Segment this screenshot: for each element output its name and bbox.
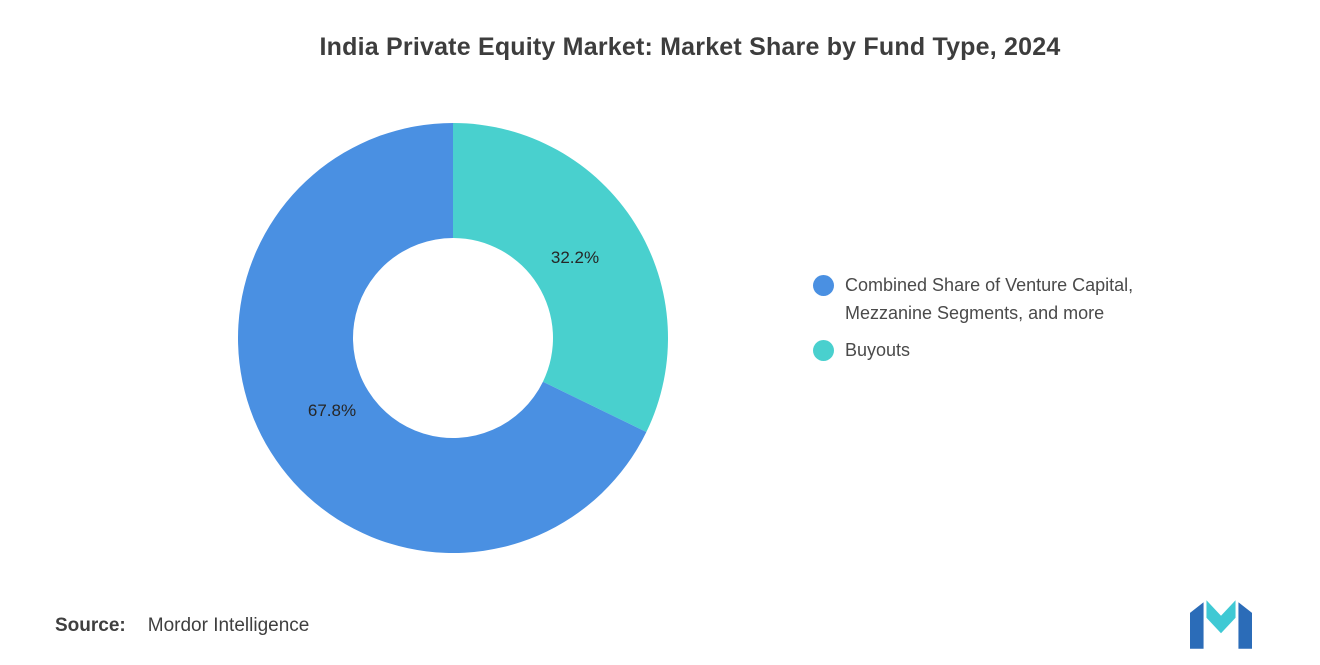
legend-marker-combined-share (813, 275, 834, 296)
legend-label-line: Mezzanine Segments, and more (845, 303, 1105, 323)
legend-label-line: Buyouts (845, 340, 911, 360)
legend-label-buyouts: Buyouts (845, 336, 910, 364)
legend-item-buyouts[interactable]: Buyouts (813, 336, 1133, 364)
donut-plot-area (238, 123, 668, 553)
source-text: Mordor Intelligence (147, 615, 310, 636)
data-label-combined-share: 67.8% (307, 401, 357, 420)
source-prefix: Source: (55, 615, 126, 636)
source-line: Source: Mordor Intelligence (55, 615, 309, 637)
mordor-logo-mark (1190, 600, 1252, 649)
legend-marker-buyouts (813, 340, 834, 361)
legend: Combined Share of Venture Capital, Mezza… (813, 271, 1133, 373)
legend-label-line: Combined Share of Venture Capital, (845, 275, 1134, 295)
mordor-intelligence-logo (1190, 597, 1252, 650)
legend-label-combined-share: Combined Share of Venture Capital, Mezza… (845, 271, 1133, 327)
data-label-buyouts: 32.2% (550, 248, 600, 267)
donut-chart: 32.2% 67.8% (238, 123, 668, 553)
chart-title: India Private Equity Market: Market Shar… (319, 33, 1061, 61)
legend-item-combined-share[interactable]: Combined Share of Venture Capital, Mezza… (813, 271, 1133, 327)
donut-slice[interactable] (453, 123, 668, 432)
donut-slice[interactable] (238, 123, 647, 553)
